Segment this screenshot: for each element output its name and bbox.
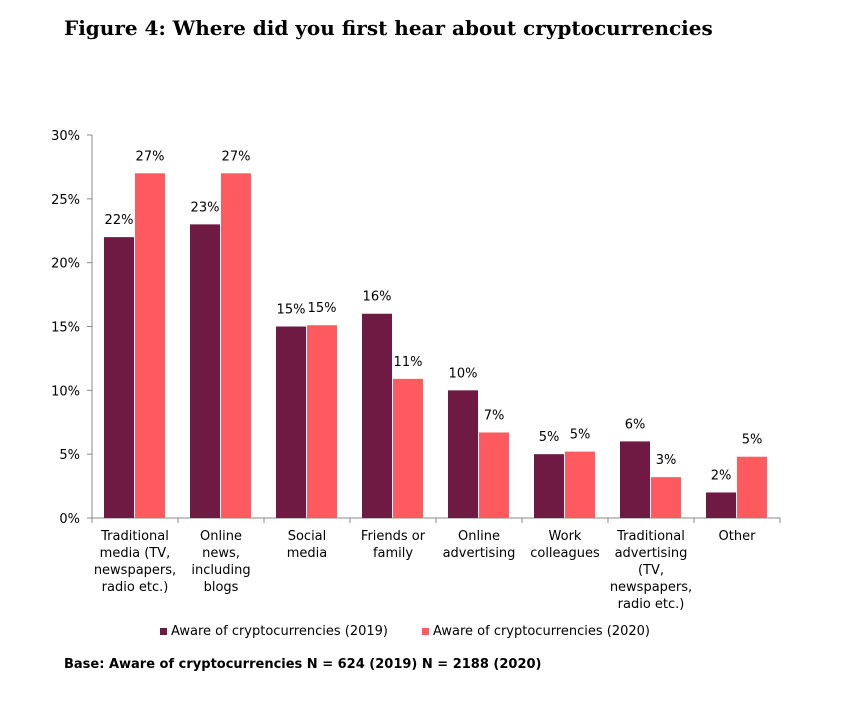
bar-2019 xyxy=(706,492,736,518)
bar-2020 xyxy=(221,173,251,519)
x-tick-label: including xyxy=(191,563,250,578)
x-tick-label: Other xyxy=(719,529,757,544)
data-label: 3% xyxy=(656,453,677,468)
x-tick-label: advertising xyxy=(443,546,516,561)
x-tick-label: (TV, xyxy=(638,563,664,578)
bar-2020 xyxy=(307,325,337,518)
bar-2019 xyxy=(362,313,392,518)
x-tick-label: Traditional xyxy=(100,529,169,544)
bar-2020 xyxy=(135,173,165,519)
legend: Aware of cryptocurrencies (2019) Aware o… xyxy=(160,624,650,639)
data-label: 22% xyxy=(105,213,134,228)
data-label: 10% xyxy=(449,366,478,381)
legend-swatch-2020 xyxy=(422,628,429,635)
bar-2019 xyxy=(104,237,134,518)
bar-2019 xyxy=(534,454,564,518)
x-tick-label: radio etc.) xyxy=(618,597,685,612)
bar-2019 xyxy=(276,326,306,518)
base-footnote: Base: Aware of cryptocurrencies N = 624 … xyxy=(64,657,542,672)
x-tick-label: family xyxy=(373,546,413,561)
x-tick-label: Online xyxy=(458,529,500,544)
bar-2019 xyxy=(620,441,650,518)
data-label: 5% xyxy=(539,430,560,445)
data-label: 7% xyxy=(484,408,505,423)
data-label: 23% xyxy=(191,200,220,215)
y-tick-label: 0% xyxy=(59,512,80,527)
chart-title: Figure 4: Where did you first hear about… xyxy=(64,16,713,40)
y-tick-label: 25% xyxy=(51,193,80,208)
legend-swatch-2019 xyxy=(160,628,167,635)
data-label: 16% xyxy=(363,290,392,305)
x-tick-label: Work xyxy=(549,529,582,544)
bar-2020 xyxy=(393,378,423,518)
bar-2019 xyxy=(190,224,220,518)
y-tick-label: 15% xyxy=(51,321,80,336)
data-label: 15% xyxy=(277,303,306,318)
x-tick-label: media xyxy=(287,546,328,561)
bar-2020 xyxy=(651,477,681,518)
x-tick-label: news, xyxy=(202,546,240,561)
x-tick-label: advertising xyxy=(615,546,688,561)
legend-item-2019: Aware of cryptocurrencies (2019) xyxy=(160,624,388,639)
data-label: 15% xyxy=(308,301,337,316)
x-tick-label: Friends or xyxy=(361,529,426,544)
legend-item-2020: Aware of cryptocurrencies (2020) xyxy=(422,624,650,639)
y-tick-label: 5% xyxy=(59,448,80,463)
data-label: 5% xyxy=(570,428,591,443)
data-label: 2% xyxy=(711,468,732,483)
x-tick-label: blogs xyxy=(204,580,239,595)
x-tick-label: newspapers, xyxy=(94,563,176,578)
bar-2020 xyxy=(737,456,767,518)
y-tick-label: 30% xyxy=(51,129,80,144)
x-tick-label: newspapers, xyxy=(610,580,692,595)
y-tick-label: 20% xyxy=(51,257,80,272)
legend-label-2019: Aware of cryptocurrencies (2019) xyxy=(171,624,388,639)
data-label: 27% xyxy=(222,149,251,164)
data-label: 5% xyxy=(742,433,763,448)
legend-label-2020: Aware of cryptocurrencies (2020) xyxy=(433,624,650,639)
x-tick-label: Social xyxy=(288,529,327,544)
x-tick-label: radio etc.) xyxy=(102,580,169,595)
x-tick-label: media (TV, xyxy=(100,546,171,561)
x-tick-label: Traditional xyxy=(616,529,685,544)
bar-2020 xyxy=(479,432,509,518)
data-label: 6% xyxy=(625,417,646,432)
data-label: 11% xyxy=(394,355,423,370)
bar-2019 xyxy=(448,390,478,518)
y-tick-label: 10% xyxy=(51,384,80,399)
bar-2020 xyxy=(565,451,595,518)
x-tick-label: Online xyxy=(200,529,242,544)
data-label: 27% xyxy=(136,149,165,164)
x-tick-label: colleagues xyxy=(530,546,600,561)
